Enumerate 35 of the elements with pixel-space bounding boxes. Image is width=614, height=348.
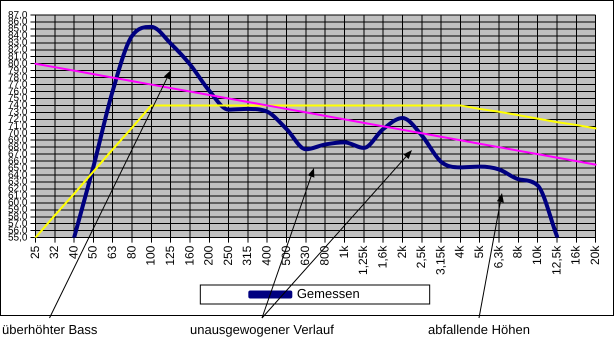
x-tick-label: 200	[202, 245, 216, 266]
x-tick-label: 4k	[452, 244, 467, 258]
x-tick-label: 63	[105, 245, 120, 260]
x-tick-label: 10k	[530, 244, 544, 266]
x-tick-label: 630	[298, 245, 312, 266]
x-tick-label: 1,25k	[356, 244, 370, 276]
x-tick-label: 40	[66, 245, 80, 260]
x-tick-label: 16k	[568, 244, 583, 266]
legend-label: Gemessen	[296, 286, 360, 302]
x-tick-label: 160	[182, 245, 196, 266]
x-tick-label: 32	[47, 245, 62, 260]
x-tick-label: 1k	[336, 244, 351, 258]
x-tick-label: 315	[240, 245, 254, 266]
x-tick-label: 2,5k	[414, 244, 428, 268]
x-tick-label: 1,6k	[375, 244, 390, 268]
y-tick-label: 87,0	[8, 10, 28, 21]
x-tick-label: 100	[144, 245, 158, 266]
x-tick-label: 20k	[588, 244, 602, 266]
text: überhöhter Bass	[2, 322, 98, 337]
x-tick-label: 12,5k	[549, 244, 564, 276]
x-tick-label: 80	[124, 245, 138, 260]
line-series	[72, 24, 559, 238]
x-tick-label: 3,15k	[433, 244, 448, 276]
x-tick-label: 5k	[472, 244, 486, 258]
x-tick-label: 2k	[394, 244, 409, 258]
x-tick-label: 250	[220, 245, 235, 266]
x-tick-label: 25	[28, 245, 42, 260]
x-tick-label: 6,3k	[491, 244, 506, 268]
x-tick-label: 8k	[510, 244, 525, 258]
text: unausgewogener Verlauf	[190, 322, 334, 337]
x-tick-label: 400	[260, 245, 274, 266]
x-tick-label: 50	[86, 245, 100, 260]
x-tick-label: 125	[162, 245, 177, 266]
text: abfallende Höhen	[428, 322, 530, 337]
x-tick-label: 800	[318, 245, 332, 266]
